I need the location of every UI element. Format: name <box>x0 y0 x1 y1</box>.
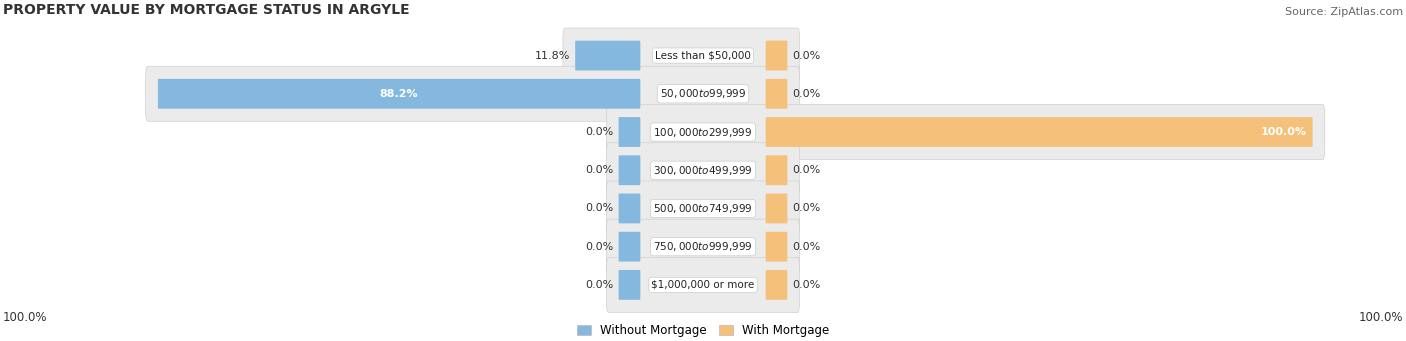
Text: PROPERTY VALUE BY MORTGAGE STATUS IN ARGYLE: PROPERTY VALUE BY MORTGAGE STATUS IN ARG… <box>3 3 409 17</box>
Text: 100.0%: 100.0% <box>3 311 48 324</box>
Text: 0.0%: 0.0% <box>793 89 821 99</box>
Text: 0.0%: 0.0% <box>793 242 821 252</box>
Text: $50,000 to $99,999: $50,000 to $99,999 <box>659 87 747 100</box>
Text: 0.0%: 0.0% <box>793 50 821 61</box>
Text: 88.2%: 88.2% <box>380 89 419 99</box>
Text: 0.0%: 0.0% <box>585 242 613 252</box>
FancyBboxPatch shape <box>766 270 787 300</box>
Text: 0.0%: 0.0% <box>585 127 613 137</box>
FancyBboxPatch shape <box>146 66 800 121</box>
FancyBboxPatch shape <box>619 117 640 147</box>
FancyBboxPatch shape <box>606 143 800 198</box>
FancyBboxPatch shape <box>766 41 787 71</box>
FancyBboxPatch shape <box>606 104 1324 160</box>
Text: 0.0%: 0.0% <box>585 204 613 213</box>
Text: Less than $50,000: Less than $50,000 <box>655 50 751 61</box>
FancyBboxPatch shape <box>766 117 1313 147</box>
Text: 0.0%: 0.0% <box>585 280 613 290</box>
Text: $300,000 to $499,999: $300,000 to $499,999 <box>654 164 752 177</box>
Text: 0.0%: 0.0% <box>585 165 613 175</box>
FancyBboxPatch shape <box>619 155 640 185</box>
FancyBboxPatch shape <box>606 219 800 274</box>
FancyBboxPatch shape <box>766 194 787 223</box>
FancyBboxPatch shape <box>575 41 640 71</box>
Text: 100.0%: 100.0% <box>1261 127 1308 137</box>
Text: 0.0%: 0.0% <box>793 165 821 175</box>
FancyBboxPatch shape <box>766 155 787 185</box>
Text: 100.0%: 100.0% <box>1358 311 1403 324</box>
FancyBboxPatch shape <box>619 194 640 223</box>
Text: $750,000 to $999,999: $750,000 to $999,999 <box>654 240 752 253</box>
FancyBboxPatch shape <box>766 79 787 109</box>
Text: 0.0%: 0.0% <box>793 204 821 213</box>
Text: 0.0%: 0.0% <box>793 280 821 290</box>
FancyBboxPatch shape <box>562 28 800 83</box>
FancyBboxPatch shape <box>619 270 640 300</box>
Text: $500,000 to $749,999: $500,000 to $749,999 <box>654 202 752 215</box>
FancyBboxPatch shape <box>606 257 800 312</box>
FancyBboxPatch shape <box>157 79 640 109</box>
Text: $1,000,000 or more: $1,000,000 or more <box>651 280 755 290</box>
FancyBboxPatch shape <box>766 232 787 262</box>
Text: Source: ZipAtlas.com: Source: ZipAtlas.com <box>1285 8 1403 17</box>
Legend: Without Mortgage, With Mortgage: Without Mortgage, With Mortgage <box>572 320 834 341</box>
FancyBboxPatch shape <box>619 232 640 262</box>
Text: $100,000 to $299,999: $100,000 to $299,999 <box>654 125 752 138</box>
Text: 11.8%: 11.8% <box>534 50 569 61</box>
FancyBboxPatch shape <box>606 181 800 236</box>
